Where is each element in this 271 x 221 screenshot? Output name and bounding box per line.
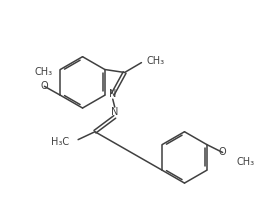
Text: CH₃: CH₃	[34, 67, 53, 78]
Text: N: N	[111, 107, 118, 117]
Text: H₃C: H₃C	[51, 137, 69, 147]
Text: CH₃: CH₃	[146, 56, 164, 66]
Text: N: N	[109, 89, 117, 99]
Text: O: O	[41, 81, 48, 91]
Text: O: O	[219, 147, 227, 158]
Text: CH₃: CH₃	[237, 157, 254, 167]
